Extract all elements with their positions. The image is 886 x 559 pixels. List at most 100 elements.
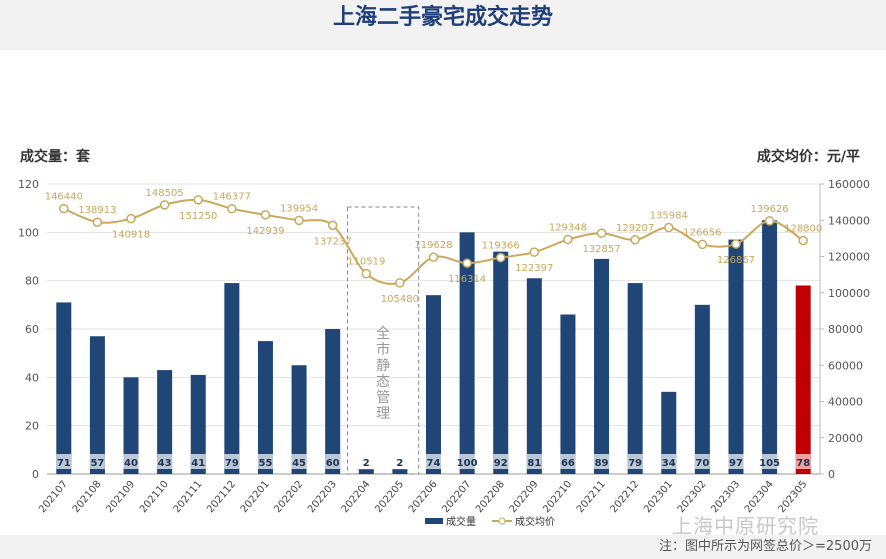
x-tick-label: 202108 — [71, 479, 104, 515]
x-tick-label: 202202 — [272, 479, 305, 515]
x-tick-label: 202301 — [642, 479, 675, 515]
price-value-label: 116314 — [448, 274, 486, 285]
price-point — [563, 234, 573, 245]
price-point — [193, 195, 203, 205]
bar-value-label: 70 — [695, 458, 709, 469]
x-tick-label: 202201 — [239, 479, 272, 515]
price-point — [126, 213, 136, 224]
bar — [694, 304, 710, 474]
price-value-label: 146377 — [213, 192, 251, 203]
x-tick-label: 202210 — [541, 479, 574, 515]
annotation-box — [346, 206, 420, 475]
bar — [257, 341, 273, 474]
price-point — [294, 215, 304, 226]
bar-label-bg — [762, 454, 778, 469]
bar — [762, 220, 778, 474]
price-point — [495, 252, 506, 263]
bar-label-bg — [493, 454, 509, 469]
x-tick-label: 202305 — [777, 479, 810, 515]
bar-label-bg — [325, 454, 341, 469]
price-point — [327, 220, 338, 231]
price-value-label: 146440 — [45, 192, 83, 203]
right-tick-label: 160000 — [828, 178, 870, 191]
x-tick-label: 202206 — [407, 479, 440, 515]
bar — [795, 285, 811, 474]
bar-value-label: 105 — [759, 458, 780, 469]
price-value-label: 139626 — [750, 204, 788, 215]
bar — [459, 232, 475, 474]
price-value-label: 138913 — [78, 205, 116, 216]
price-value-label: 142939 — [246, 226, 284, 237]
bar — [493, 251, 509, 474]
bar-value-label: 57 — [90, 458, 104, 469]
price-point — [764, 216, 775, 226]
right-tick-label: 140000 — [828, 214, 870, 227]
x-tick-label: 202203 — [306, 479, 339, 515]
price-value-label: 122397 — [515, 263, 553, 274]
bar-value-label: 60 — [326, 458, 340, 469]
price-value-label: 137237 — [314, 236, 352, 247]
bar-label-bg — [560, 454, 576, 469]
price-point — [664, 222, 674, 233]
bar — [123, 377, 139, 474]
bar-label-bg — [190, 454, 206, 469]
price-value-label: 126656 — [683, 227, 721, 238]
price-point — [462, 258, 472, 268]
x-tick-label: 202304 — [743, 479, 776, 515]
price-value-label: 135984 — [650, 211, 688, 222]
price-value-label: 119366 — [482, 241, 520, 252]
bar-label-bg — [795, 454, 811, 469]
annotation-text: 静 — [376, 358, 390, 374]
bar-label-bg — [157, 454, 173, 469]
price-point — [697, 239, 708, 250]
bar-label-bg — [594, 454, 610, 469]
bar-value-label: 71 — [57, 458, 71, 469]
right-tick-label: 120000 — [828, 251, 870, 264]
left-tick-label: 40 — [25, 371, 39, 384]
x-tick-label: 202111 — [172, 479, 205, 515]
x-tick-label: 202112 — [205, 479, 238, 515]
bar — [627, 283, 643, 474]
x-tick-label: 202110 — [138, 479, 171, 515]
price-point — [92, 217, 103, 227]
bar-value-label: 34 — [662, 458, 676, 469]
bar-value-label: 74 — [427, 458, 441, 469]
bar-label-bg — [459, 454, 475, 469]
x-tick-label: 202302 — [676, 479, 709, 515]
bar — [526, 278, 542, 474]
right-axis-label: 成交均价：元/平 — [756, 149, 860, 165]
bar-value-label: 55 — [258, 458, 272, 469]
bar-label-bg — [291, 454, 307, 469]
right-tick-label: 0 — [828, 468, 835, 481]
bar-value-label: 43 — [158, 458, 172, 469]
x-tick-label: 202208 — [474, 479, 507, 515]
bar-label-bg — [426, 454, 441, 469]
bar-value-label: 40 — [124, 458, 138, 469]
bar-label-bg — [627, 454, 643, 469]
right-tick-label: 60000 — [828, 359, 863, 372]
legend-bar-swatch — [425, 518, 443, 524]
bar-label-bg — [694, 454, 710, 469]
page-title: 上海二手豪宅成交走势 — [332, 5, 553, 30]
left-tick-label: 80 — [25, 275, 39, 288]
x-tick-label: 202209 — [508, 479, 541, 515]
x-tick-label: 202109 — [104, 479, 137, 515]
bar-label-bg — [56, 454, 72, 469]
bar-value-label: 78 — [796, 458, 810, 469]
price-point — [798, 235, 808, 246]
price-value-label: 129207 — [616, 223, 654, 234]
bar — [392, 469, 408, 474]
bar-value-label: 79 — [628, 458, 642, 469]
price-value-label: 126867 — [717, 255, 755, 266]
bar-value-label: 92 — [494, 458, 508, 469]
price-point — [731, 239, 741, 249]
price-point — [59, 203, 69, 214]
bar-label-bg — [661, 454, 677, 469]
bar — [426, 295, 441, 474]
price-value-label: 128800 — [784, 224, 822, 235]
price-value-label: 129348 — [549, 223, 587, 234]
right-tick-label: 100000 — [828, 287, 870, 300]
price-point — [260, 210, 271, 220]
left-tick-label: 20 — [25, 420, 39, 433]
bar — [728, 239, 744, 474]
